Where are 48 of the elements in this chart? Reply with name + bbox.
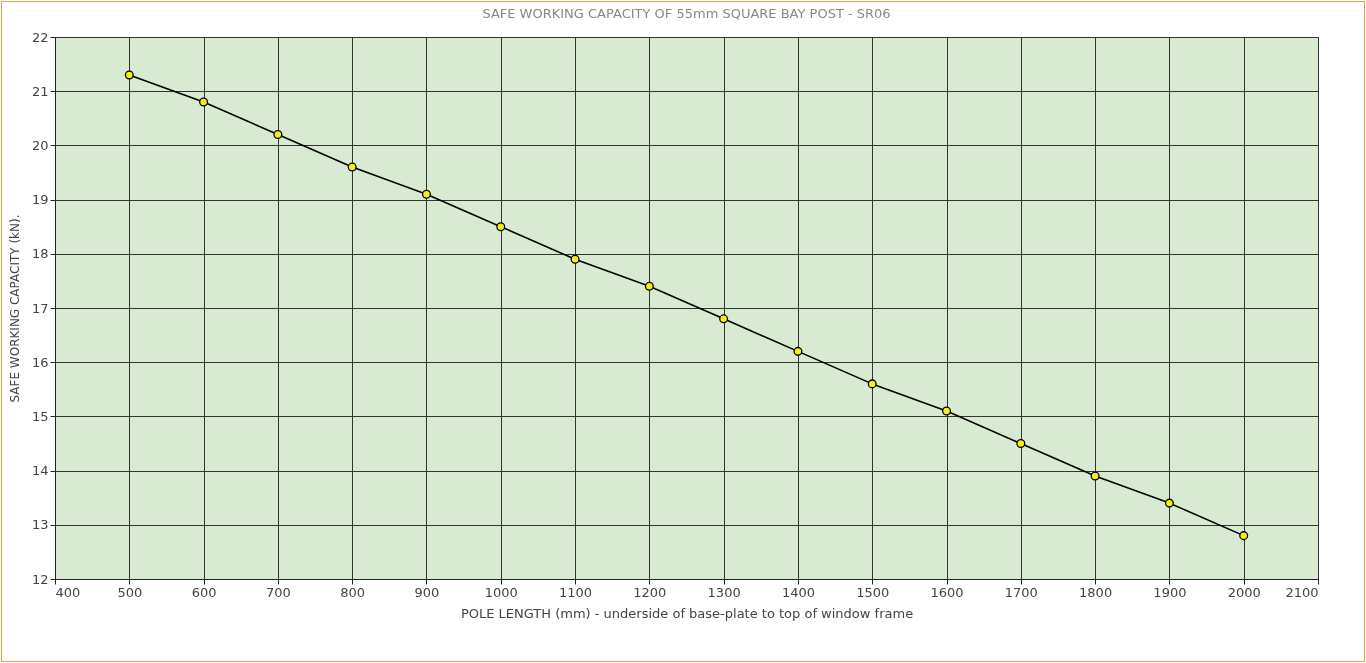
x-tick-label: 400: [55, 584, 81, 600]
point: [273, 130, 283, 140]
y-axis-title: SAFE WORKING CAPACITY (kN).: [7, 214, 22, 403]
point: [1016, 438, 1026, 449]
y-tick-label: 18: [31, 246, 49, 262]
point: [124, 70, 134, 80]
point: [644, 281, 654, 291]
point: [199, 97, 209, 107]
point: [719, 314, 729, 324]
x-axis-title: POLE LENGTH (mm) - underside of base-plate to top of window frame: [460, 605, 914, 621]
y-tick-label: 17: [31, 300, 49, 316]
x-tick-label: 2000: [1227, 584, 1261, 600]
point: [421, 189, 431, 199]
x-tick-label: 1600: [930, 584, 964, 600]
x-tick-label: 1900: [1153, 584, 1187, 600]
x-tick-label: 1800: [1079, 584, 1113, 600]
y-tick-label: 12: [31, 571, 49, 587]
x-tick-label: 900: [414, 584, 440, 600]
point: [1090, 471, 1100, 481]
point: [1239, 531, 1249, 541]
point: [1164, 498, 1174, 508]
x-tick-label: 1000: [484, 584, 518, 600]
y-tick-label: 19: [31, 192, 49, 208]
point: [347, 162, 357, 172]
point: [570, 254, 580, 264]
point: [867, 379, 877, 389]
y-tick-label: 16: [31, 354, 49, 370]
x-tick-label: 1300: [707, 584, 741, 600]
x-tick-label: 1100: [559, 584, 593, 600]
point: [942, 406, 952, 416]
y-tick-label: 13: [31, 517, 49, 533]
y-tick-label: 15: [31, 408, 49, 424]
y-tick-label: 14: [31, 463, 49, 479]
y-tick-label: 21: [31, 83, 49, 99]
x-tick-label: 500: [117, 584, 143, 600]
x-tick-label: 2100: [1285, 584, 1319, 600]
x-tick-label: 600: [191, 584, 217, 600]
point: [793, 346, 803, 356]
x-tick-label: 1500: [856, 584, 890, 600]
y-tick-label: 22: [31, 29, 49, 45]
point: [496, 222, 506, 232]
x-tick-label: 1700: [1004, 584, 1038, 600]
x-tick-label: 1200: [633, 584, 667, 600]
x-tick-label: 800: [340, 584, 366, 600]
x-tick-label: 1400: [781, 584, 815, 600]
x-tick-label: 700: [265, 584, 291, 600]
y-tick-label: 20: [31, 137, 49, 153]
chart-title: SAFE WORKING CAPACITY OF 55mm SQUARE BAY POST - SR06: [482, 6, 891, 21]
